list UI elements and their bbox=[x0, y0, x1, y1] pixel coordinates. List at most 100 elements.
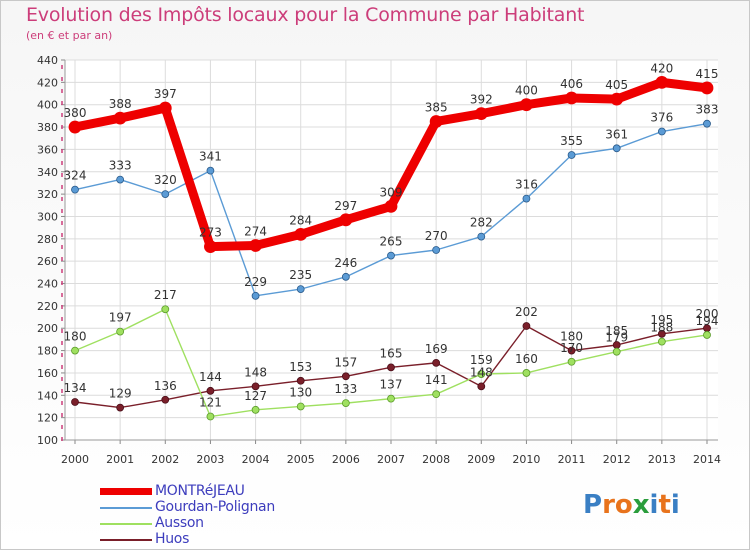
data-label-ausson: 160 bbox=[515, 352, 538, 366]
x-tick-label: 2001 bbox=[106, 453, 134, 466]
legend: MONTRéJEAU Gourdan-Polignan Ausson Huos bbox=[100, 483, 360, 548]
y-tick-label: 400 bbox=[37, 99, 58, 112]
y-tick-label: 320 bbox=[37, 188, 58, 201]
data-point-gourdan-polignan bbox=[206, 166, 215, 175]
data-label-montr-jeau: 400 bbox=[515, 84, 538, 98]
data-label-gourdan-polignan: 355 bbox=[560, 134, 583, 148]
data-label-huos: 136 bbox=[154, 379, 177, 393]
data-point-gourdan-polignan bbox=[161, 190, 170, 199]
legend-item-ausson: Ausson bbox=[100, 515, 360, 532]
data-label-huos: 165 bbox=[380, 346, 403, 360]
data-label-ausson: 194 bbox=[696, 314, 719, 328]
data-point-ausson bbox=[251, 405, 260, 414]
data-point-ausson bbox=[703, 331, 711, 339]
data-point-ausson bbox=[477, 370, 486, 378]
data-point-ausson bbox=[522, 369, 531, 377]
legend-swatch-montrejeau bbox=[100, 488, 152, 495]
x-tick-label: 2011 bbox=[558, 453, 586, 466]
data-label-huos: 169 bbox=[425, 342, 448, 356]
data-point-huos bbox=[116, 403, 125, 412]
data-point-montr-jeau bbox=[700, 81, 714, 95]
logo-letter: o bbox=[614, 490, 633, 520]
data-point-gourdan-polignan bbox=[251, 291, 260, 300]
x-tick-label: 2010 bbox=[512, 453, 540, 466]
data-point-montr-jeau bbox=[520, 98, 533, 112]
x-tick-label: 2000 bbox=[61, 453, 89, 466]
data-point-huos bbox=[522, 322, 531, 330]
y-tick-label: 300 bbox=[37, 210, 58, 223]
data-point-gourdan-polignan bbox=[567, 151, 576, 159]
legend-label-montrejeau: MONTRéJEAU bbox=[155, 483, 245, 499]
logo-letter: P bbox=[583, 490, 603, 520]
data-point-montr-jeau bbox=[158, 101, 172, 115]
data-point-huos bbox=[387, 363, 395, 372]
data-point-ausson bbox=[432, 390, 441, 399]
legend-item-huos: Huos bbox=[100, 531, 360, 548]
data-point-montr-jeau bbox=[429, 115, 443, 128]
data-label-huos: 144 bbox=[199, 370, 222, 384]
data-point-ausson bbox=[657, 337, 666, 346]
data-label-gourdan-polignan: 270 bbox=[425, 229, 448, 243]
data-label-ausson: 180 bbox=[64, 330, 87, 344]
x-tick-label: 2007 bbox=[377, 453, 405, 466]
data-point-ausson bbox=[206, 412, 215, 421]
proxiti-logo: Proxiti bbox=[583, 490, 680, 520]
data-label-ausson: 137 bbox=[380, 378, 403, 392]
data-label-huos: 148 bbox=[470, 365, 493, 379]
y-tick-label: 220 bbox=[37, 300, 58, 313]
data-point-gourdan-polignan bbox=[387, 251, 395, 260]
chart-title: Evolution des Impôts locaux pour la Comm… bbox=[26, 4, 585, 26]
data-point-montr-jeau bbox=[655, 75, 669, 89]
x-tick-label: 2014 bbox=[693, 453, 721, 466]
data-point-huos bbox=[657, 329, 666, 338]
data-label-montr-jeau: 388 bbox=[109, 97, 132, 111]
data-point-gourdan-polignan bbox=[296, 285, 305, 294]
data-point-gourdan-polignan bbox=[432, 246, 441, 254]
data-point-gourdan-polignan bbox=[657, 127, 666, 136]
data-label-huos: 129 bbox=[109, 387, 132, 401]
x-tick-label: 2006 bbox=[332, 453, 360, 466]
data-point-montr-jeau bbox=[113, 111, 127, 125]
data-point-montr-jeau bbox=[68, 120, 82, 134]
data-label-ausson: 179 bbox=[605, 331, 628, 345]
y-tick-label: 360 bbox=[37, 143, 58, 156]
data-label-montr-jeau: 385 bbox=[425, 100, 448, 114]
data-label-huos: 153 bbox=[289, 360, 312, 374]
data-label-ausson: 141 bbox=[425, 373, 448, 387]
x-tick-label: 2002 bbox=[151, 453, 179, 466]
data-label-montr-jeau: 274 bbox=[244, 225, 267, 239]
data-label-montr-jeau: 284 bbox=[289, 213, 312, 227]
data-point-huos bbox=[567, 346, 576, 355]
data-label-huos: 202 bbox=[515, 305, 538, 319]
y-tick-label: 260 bbox=[37, 255, 58, 268]
data-label-gourdan-polignan: 246 bbox=[334, 256, 357, 270]
y-tick-label: 180 bbox=[37, 345, 58, 358]
data-label-montr-jeau: 415 bbox=[696, 67, 719, 81]
data-label-montr-jeau: 397 bbox=[154, 87, 177, 101]
data-label-gourdan-polignan: 235 bbox=[289, 268, 312, 282]
data-point-montr-jeau bbox=[339, 213, 353, 227]
data-point-montr-jeau bbox=[249, 239, 262, 252]
data-point-huos bbox=[251, 382, 260, 391]
data-label-ausson: 130 bbox=[289, 385, 312, 399]
data-point-gourdan-polignan bbox=[477, 232, 486, 241]
data-label-huos: 200 bbox=[696, 307, 719, 321]
legend-label-gourdan-polignan: Gourdan-Polignan bbox=[155, 499, 275, 515]
data-point-huos bbox=[341, 372, 350, 381]
x-tick-label: 2013 bbox=[648, 453, 676, 466]
data-point-huos bbox=[161, 395, 170, 404]
data-point-gourdan-polignan bbox=[612, 144, 621, 153]
y-tick-label: 340 bbox=[37, 166, 58, 179]
data-point-gourdan-polignan bbox=[116, 175, 125, 184]
data-point-huos bbox=[206, 386, 215, 395]
data-label-gourdan-polignan: 361 bbox=[605, 127, 628, 141]
data-label-montr-jeau: 380 bbox=[64, 106, 87, 120]
data-label-gourdan-polignan: 383 bbox=[696, 103, 719, 117]
y-tick-label: 440 bbox=[37, 54, 58, 67]
chart-subtitle: (en € et par an) bbox=[26, 29, 113, 42]
data-label-gourdan-polignan: 341 bbox=[199, 150, 222, 164]
data-label-montr-jeau: 309 bbox=[380, 185, 403, 199]
data-label-huos: 180 bbox=[560, 330, 583, 344]
data-point-ausson bbox=[161, 305, 170, 314]
data-label-montr-jeau: 406 bbox=[560, 77, 583, 91]
